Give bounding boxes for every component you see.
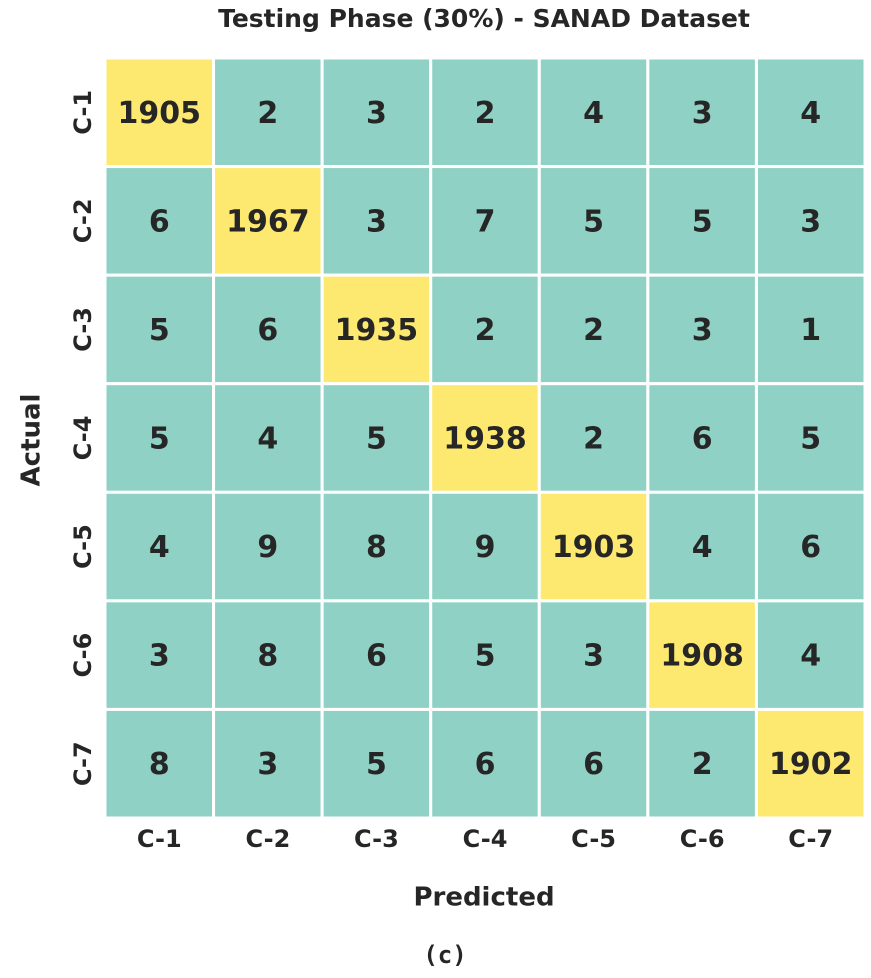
cell-label: 1908 bbox=[660, 639, 744, 674]
cell bbox=[429, 273, 541, 386]
cell-label: 2 bbox=[692, 747, 713, 782]
y-axis-label: Actual bbox=[17, 394, 47, 487]
cell-label: 5 bbox=[366, 422, 387, 457]
cell-label: 6 bbox=[257, 313, 278, 348]
cell-label: 4 bbox=[583, 96, 604, 131]
x-tick-label: C-2 bbox=[245, 825, 290, 853]
cell-label: 1903 bbox=[552, 530, 636, 565]
y-tick-label: C-7 bbox=[69, 741, 97, 786]
cell-label: 9 bbox=[257, 530, 278, 565]
cell bbox=[646, 273, 758, 386]
cell-label: 2 bbox=[475, 313, 496, 348]
cell bbox=[212, 599, 324, 711]
cell-label: 4 bbox=[692, 530, 713, 565]
cell-label: 3 bbox=[366, 204, 387, 239]
cell bbox=[537, 165, 650, 277]
cell-label: 9 bbox=[475, 530, 496, 565]
cell bbox=[103, 382, 216, 494]
cell-label: 3 bbox=[800, 204, 821, 239]
cell bbox=[103, 56, 216, 169]
x-tick-label: C-6 bbox=[680, 825, 725, 853]
cell bbox=[754, 165, 867, 277]
cell bbox=[646, 56, 758, 169]
cell-label: 1905 bbox=[118, 96, 202, 131]
cell-label: 7 bbox=[475, 204, 496, 239]
cell bbox=[212, 382, 324, 494]
y-tick-label: C-6 bbox=[69, 633, 97, 678]
cell bbox=[320, 273, 433, 386]
cell-label: 2 bbox=[257, 96, 278, 131]
cell bbox=[320, 707, 433, 820]
cell-label: 8 bbox=[366, 530, 387, 565]
cell bbox=[212, 56, 324, 169]
cell bbox=[754, 382, 867, 494]
cell-label: 4 bbox=[257, 422, 278, 457]
cell-label: 6 bbox=[692, 422, 713, 457]
cell bbox=[320, 165, 433, 277]
cell bbox=[212, 273, 324, 386]
cell-label: 1 bbox=[800, 313, 821, 348]
cell-label: 3 bbox=[149, 639, 170, 674]
cell-label: 3 bbox=[692, 96, 713, 131]
cell bbox=[103, 490, 216, 603]
y-tick-label: C-4 bbox=[69, 416, 97, 461]
cell bbox=[429, 707, 541, 820]
cell bbox=[537, 707, 650, 820]
cell-label: 2 bbox=[583, 422, 604, 457]
y-tick-label: C-3 bbox=[69, 307, 97, 352]
x-tick-label: C-4 bbox=[463, 825, 508, 853]
cell bbox=[320, 490, 433, 603]
cell-label: 1938 bbox=[443, 422, 527, 457]
cell-label: 2 bbox=[475, 96, 496, 131]
cell-label: 5 bbox=[583, 204, 604, 239]
y-tick-label: C-2 bbox=[69, 198, 97, 243]
cell-label: 6 bbox=[366, 639, 387, 674]
cell bbox=[646, 707, 758, 820]
chart-title: Testing Phase (30%) - SANAD Dataset bbox=[218, 4, 750, 33]
cell-label: 4 bbox=[800, 639, 821, 674]
cell-label: 5 bbox=[475, 639, 496, 674]
cell bbox=[646, 382, 758, 494]
cell bbox=[754, 707, 867, 820]
cell bbox=[754, 273, 867, 386]
caption: (c) bbox=[423, 941, 466, 969]
cell-label: 6 bbox=[475, 747, 496, 782]
cell-label: 5 bbox=[149, 313, 170, 348]
y-tick-label: C-5 bbox=[69, 524, 97, 569]
cell bbox=[537, 273, 650, 386]
cell-label: 5 bbox=[366, 747, 387, 782]
cell-label: 3 bbox=[583, 639, 604, 674]
x-axis-label: Predicted bbox=[413, 883, 554, 913]
cell-label: 3 bbox=[692, 313, 713, 348]
cell-label: 6 bbox=[583, 747, 604, 782]
cell-label: 1902 bbox=[769, 747, 853, 782]
cell bbox=[103, 599, 216, 711]
x-tick-label: C-5 bbox=[571, 825, 616, 853]
cell-label: 8 bbox=[149, 747, 170, 782]
cell-label: 8 bbox=[257, 639, 278, 674]
cell-label: 5 bbox=[800, 422, 821, 457]
cell-label: 6 bbox=[149, 204, 170, 239]
cell bbox=[754, 599, 867, 711]
cell-label: 4 bbox=[149, 530, 170, 565]
y-tick-label: C-1 bbox=[69, 90, 97, 135]
cell-label: 3 bbox=[257, 747, 278, 782]
x-tick-label: C-7 bbox=[788, 825, 833, 853]
x-tick-label: C-3 bbox=[354, 825, 399, 853]
cell bbox=[103, 165, 216, 277]
cell-label: 1935 bbox=[335, 313, 419, 348]
cell-label: 2 bbox=[583, 313, 604, 348]
cell-label: 5 bbox=[149, 422, 170, 457]
x-tick-label: C-1 bbox=[137, 825, 182, 853]
cell-label: 1967 bbox=[226, 204, 310, 239]
cell-label: 5 bbox=[692, 204, 713, 239]
cell-label: 6 bbox=[800, 530, 821, 565]
cell-label: 3 bbox=[366, 96, 387, 131]
cell-label: 4 bbox=[800, 96, 821, 131]
